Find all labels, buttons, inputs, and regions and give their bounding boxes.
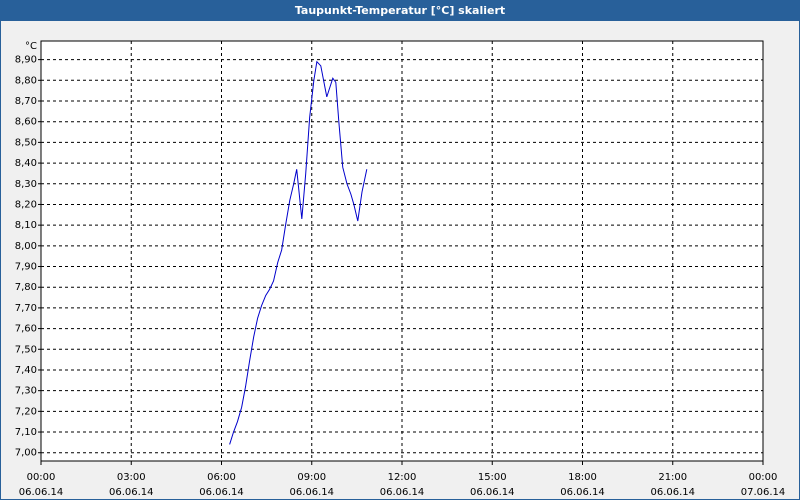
- x-tick-label: 09:00 06.06.14: [289, 472, 334, 498]
- y-tick-label: 8,80: [15, 75, 37, 86]
- y-tick-label: 7,80: [15, 282, 37, 293]
- y-tick-label: 7,50: [15, 344, 37, 355]
- x-tick-label: 06:00 06.06.14: [199, 472, 244, 498]
- x-tick-label: 18:00 06.06.14: [560, 472, 605, 498]
- y-tick-label: 8,60: [15, 117, 37, 128]
- y-tick-label: 8,30: [15, 179, 37, 190]
- chart: °C 7,00 7,10 7,20 7,30 7,40 7,50 7,60 7,70 7,80 7…: [15, 40, 786, 498]
- x-tick-label: 00:00 06.06.14: [19, 472, 64, 498]
- x-tick-label: 12:00 06.06.14: [380, 472, 425, 498]
- y-tick-label: 8,90: [15, 55, 37, 66]
- y-tick-label: 7,70: [15, 303, 37, 314]
- y-tick-label: 7,10: [15, 427, 37, 438]
- y-tick-label: 8,00: [15, 241, 37, 252]
- x-tick-label: 00:00 07.06.14: [741, 472, 786, 498]
- y-tick-label: 7,40: [15, 365, 37, 376]
- y-tick-label: 7,60: [15, 324, 37, 335]
- y-tick-label: 8,20: [15, 199, 37, 210]
- y-tick-label: 8,70: [15, 96, 37, 107]
- chart-title: Taupunkt-Temperatur [°C] skaliert: [1, 1, 799, 21]
- y-tick-label: 7,90: [15, 262, 37, 273]
- y-unit: °C: [25, 41, 37, 52]
- y-tick-label: 8,40: [15, 158, 37, 169]
- y-tick-label: 7,30: [15, 386, 37, 397]
- y-tick-label: 8,10: [15, 220, 37, 231]
- y-tick-label: 7,20: [15, 406, 37, 417]
- y-tick-label: 7,00: [15, 448, 37, 459]
- data-line: [229, 60, 368, 445]
- x-tick-label: 21:00 06.06.14: [650, 472, 695, 498]
- y-tick-label: 8,50: [15, 137, 37, 148]
- x-tick-label: 03:00 06.06.14: [109, 472, 154, 498]
- x-tick-label: 15:00 06.06.14: [470, 472, 515, 498]
